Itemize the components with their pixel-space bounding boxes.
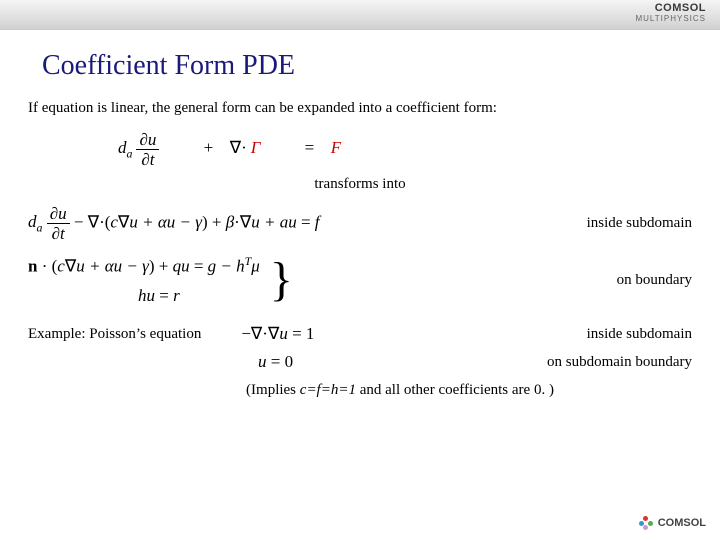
frac-num: ∂u — [136, 131, 159, 150]
equation-poisson: −∇·∇u = 1 — [241, 324, 314, 344]
equation-subdomain-row: da ∂u∂t − ∇·(c∇u + αu − γ) + β·∇u + au =… — [28, 205, 692, 242]
transforms-label: transforms into — [28, 176, 692, 193]
equation-boundary-group: n · (c∇u + αu − γ) + qu = g − hTμ hu = r… — [28, 250, 692, 310]
equation-subdomain: da ∂u∂t − ∇·(c∇u + αu − γ) + β·∇u + au =… — [28, 205, 320, 242]
slide-content: Coefficient Form PDE If equation is line… — [0, 30, 720, 399]
gamma-symbol: Γ — [251, 138, 261, 158]
header-bar: COMSOL MULTIPHYSICS — [0, 0, 720, 30]
equation-poisson-bc: u = 0 — [258, 352, 293, 372]
annot-inside-1: inside subdomain — [587, 215, 692, 232]
equation-boundary-2: hu = r — [138, 286, 180, 306]
brand-sub: MULTIPHYSICS — [635, 14, 706, 23]
frac-den: ∂t — [141, 150, 154, 168]
example-row: Example: Poisson’s equation −∇·∇u = 1 in… — [28, 324, 692, 344]
implies-text: (Implies c=f=h=1 and all other coefficie… — [108, 382, 692, 399]
rhs-F: F — [331, 138, 341, 158]
poisson-bc-row: u = 0 on subdomain boundary — [258, 352, 692, 372]
footer-brand: COMSOL — [658, 517, 706, 529]
brand-main: COMSOL — [635, 2, 706, 14]
footer-logo: COMSOL — [639, 516, 706, 530]
page-title: Coefficient Form PDE — [42, 50, 692, 82]
brand-top: COMSOL MULTIPHYSICS — [635, 2, 706, 23]
annot-sub-boundary: on subdomain boundary — [547, 354, 692, 371]
example-label: Example: Poisson’s equation — [28, 326, 201, 343]
right-brace-icon: } — [270, 250, 293, 310]
annot-inside-2: inside subdomain — [587, 326, 692, 343]
annot-boundary: on boundary — [617, 272, 692, 289]
intro-text: If equation is linear, the general form … — [28, 100, 692, 117]
equation-general: da ∂u ∂t + ∇· Γ = F — [98, 131, 692, 168]
logo-icon — [639, 516, 653, 530]
equation-boundary-1: n · (c∇u + αu − γ) + qu = g − hTμ — [28, 254, 260, 277]
